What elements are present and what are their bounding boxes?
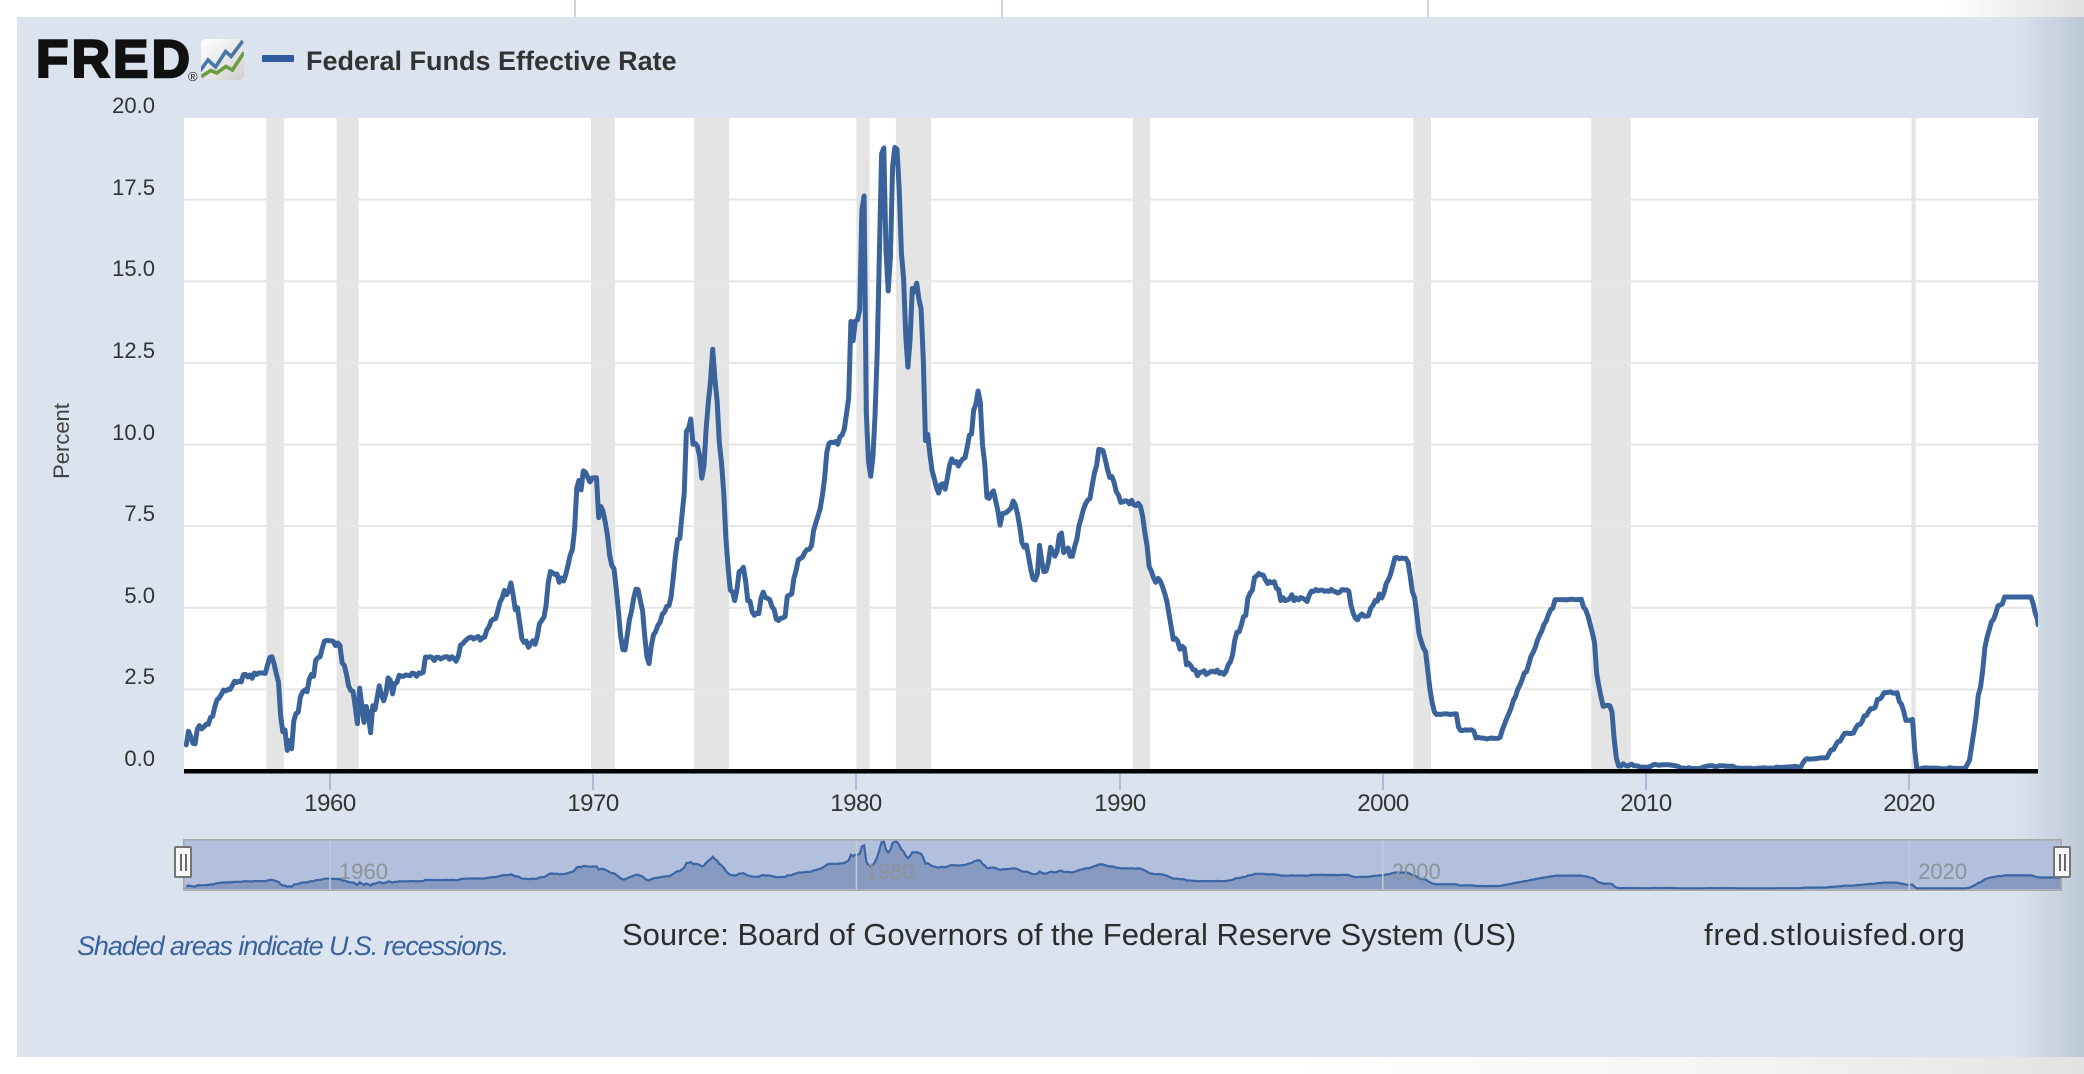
svg-text:2020: 2020 xyxy=(1918,859,1967,884)
svg-text:1980: 1980 xyxy=(865,859,914,884)
svg-text:1960: 1960 xyxy=(339,859,388,884)
svg-text:2000: 2000 xyxy=(1392,859,1441,884)
